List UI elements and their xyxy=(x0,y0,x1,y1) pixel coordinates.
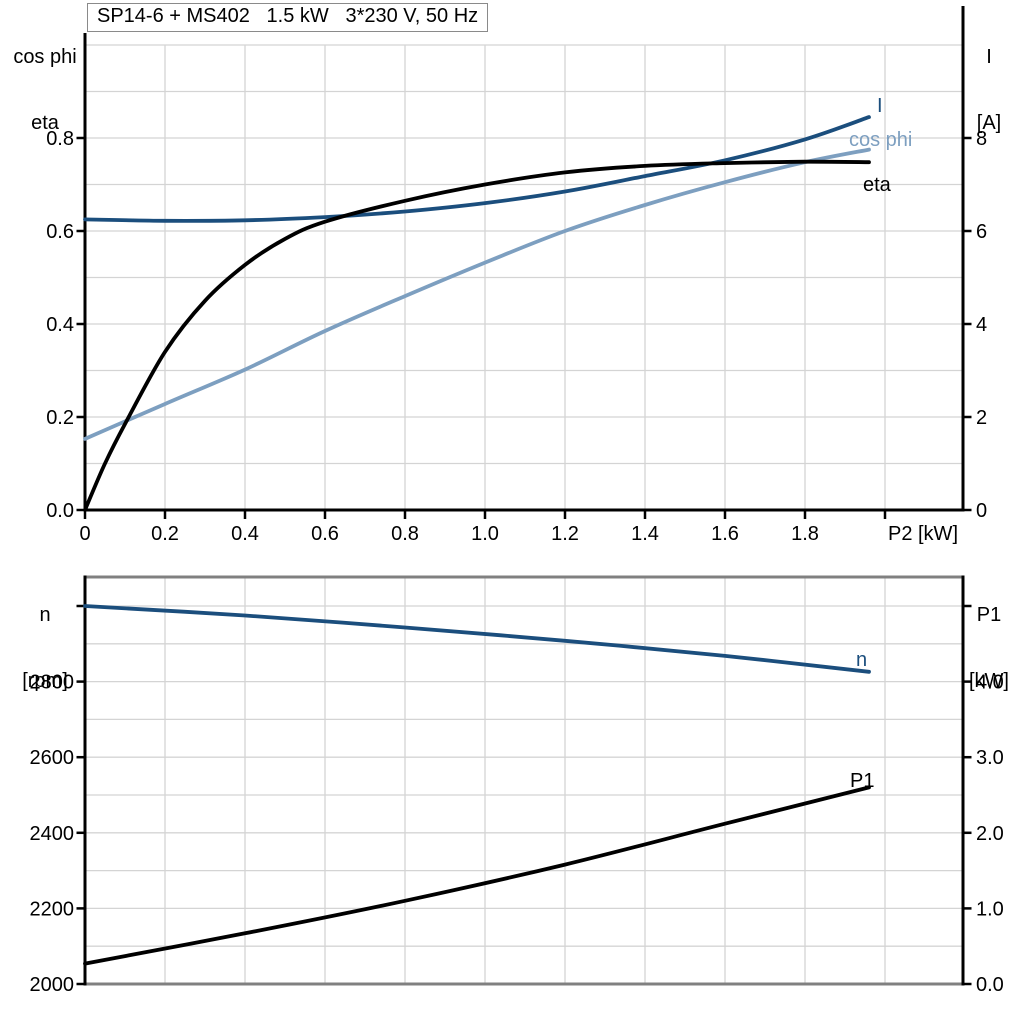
tick-label: 0.8 xyxy=(391,523,419,545)
curve-I xyxy=(83,115,871,223)
tick-label: 0.6 xyxy=(46,221,74,243)
curve-eta xyxy=(83,159,871,512)
tick-label: 0.2 xyxy=(151,523,179,545)
tick-label: 2400 xyxy=(30,823,75,845)
tick-label: 1.0 xyxy=(976,898,1004,920)
tick-label: 0.4 xyxy=(46,314,74,336)
tick-label: 2.0 xyxy=(976,823,1004,845)
x-axis-label: P2 [kW] xyxy=(888,523,958,545)
axis-unit-line: cos phi xyxy=(13,46,77,68)
tick-label: 0 xyxy=(976,500,987,522)
tick-label: 1.4 xyxy=(631,523,659,545)
axis-unit-speed: n [rpm] xyxy=(6,560,84,736)
tick-label: 2800 xyxy=(30,672,75,694)
axis-unit-cosphi-eta: cos phi eta xyxy=(6,2,84,178)
tick-label: 2200 xyxy=(30,898,75,920)
axis-unit-line: [A] xyxy=(976,112,1002,134)
curve-label-I: I xyxy=(877,95,883,117)
tick-label: 4.0 xyxy=(976,672,1004,694)
curve-cos-phi xyxy=(83,147,871,441)
tick-label: 6 xyxy=(976,221,987,243)
curve-n xyxy=(83,604,871,674)
tick-label: 4 xyxy=(976,314,987,336)
tick-label: 3.0 xyxy=(976,747,1004,769)
chart-title-box: SP14-6 + MS402 1.5 kW 3*230 V, 50 Hz xyxy=(87,3,489,32)
tick-label: 0.2 xyxy=(46,407,74,429)
tick-label: 0.6 xyxy=(311,523,339,545)
tick-label: 1.0 xyxy=(471,523,499,545)
axis-unit-line: [kW] xyxy=(969,670,1009,692)
curve-label-n: n xyxy=(856,649,867,671)
tick-label: 0.0 xyxy=(976,974,1004,996)
axis-unit-line: [rpm] xyxy=(22,670,68,692)
tick-label: 1.2 xyxy=(551,523,579,545)
axis-unit-p1: P1 [kW] xyxy=(958,560,1020,736)
axis-unit-line: n xyxy=(39,604,51,626)
tick-label: 2 xyxy=(976,407,987,429)
axis-unit-line: P1 xyxy=(976,604,1002,626)
tick-label: 0.8 xyxy=(46,128,74,150)
axis-unit-line: eta xyxy=(31,112,59,134)
tick-label: 0 xyxy=(79,523,90,545)
curve-P1 xyxy=(83,785,871,966)
axis-unit-line: I xyxy=(986,46,992,68)
tick-label: 0.4 xyxy=(231,523,259,545)
axis-unit-current: I [A] xyxy=(960,2,1018,178)
curve-label-cos-phi: cos phi xyxy=(849,129,912,151)
curve-label-eta: eta xyxy=(863,174,892,196)
curve-label-P1: P1 xyxy=(850,770,874,792)
tick-label: 2600 xyxy=(30,747,75,769)
tick-label: 8 xyxy=(976,128,987,150)
tick-label: 1.6 xyxy=(711,523,739,545)
tick-label: 1.8 xyxy=(791,523,819,545)
tick-label: 0.0 xyxy=(46,500,74,522)
tick-label: 2000 xyxy=(30,974,75,996)
